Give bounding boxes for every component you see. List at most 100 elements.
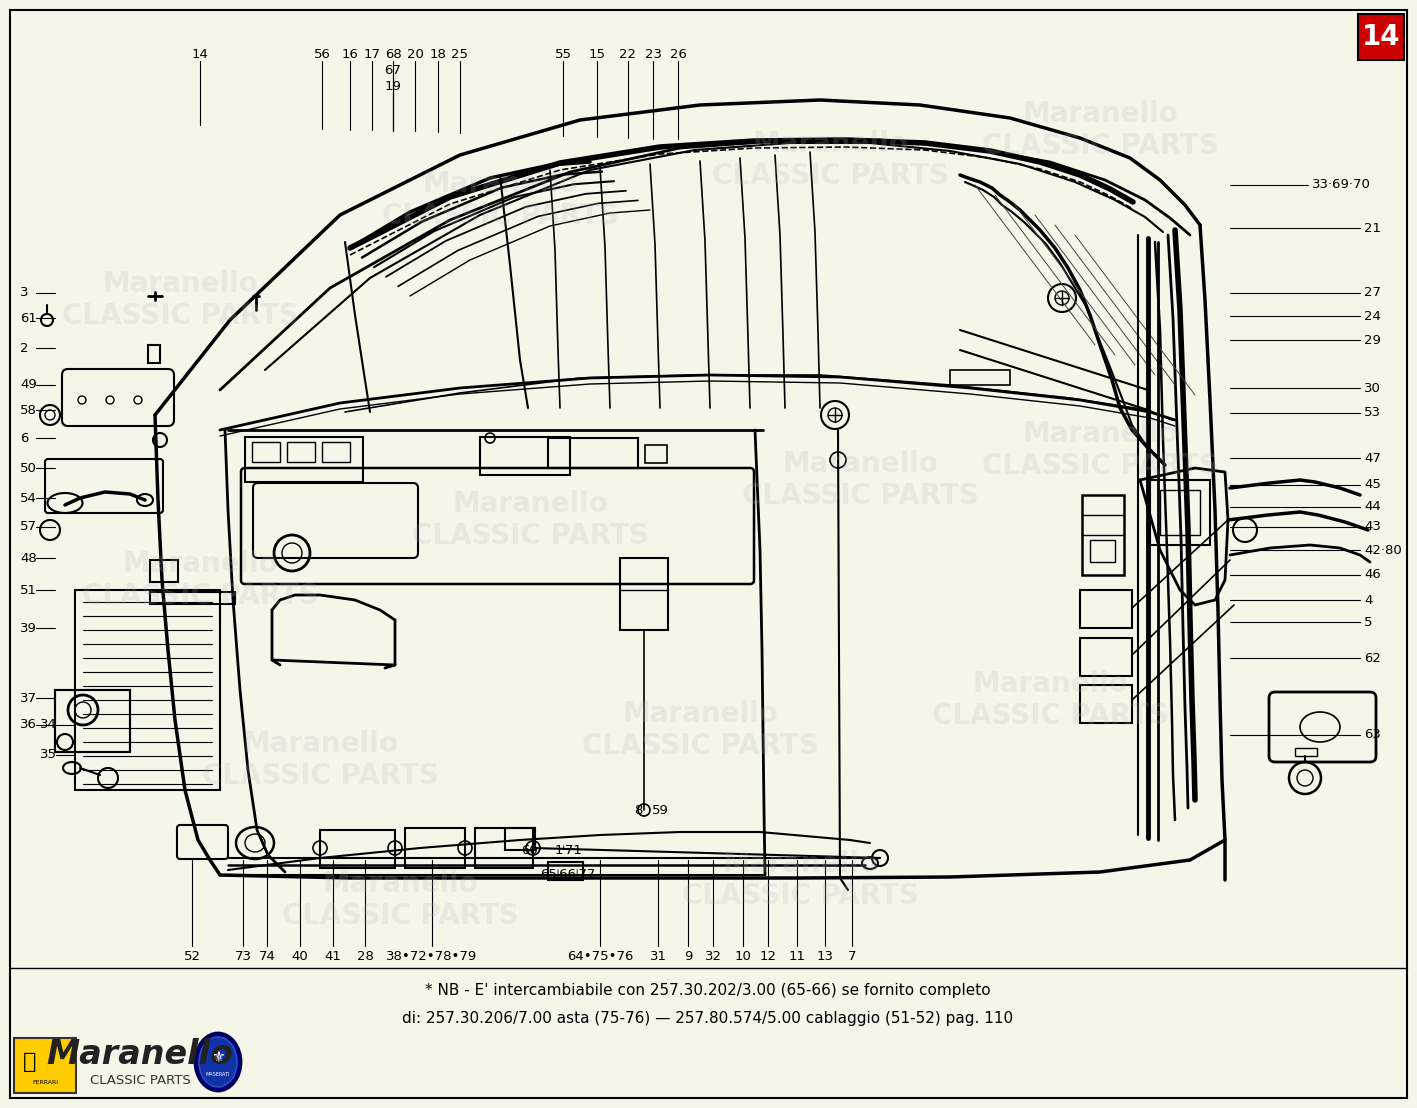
Text: 42·80: 42·80 xyxy=(1365,544,1401,556)
Text: 63: 63 xyxy=(1365,728,1382,741)
Bar xyxy=(1080,638,1132,676)
Text: 3: 3 xyxy=(20,287,28,299)
Bar xyxy=(1080,589,1132,628)
Text: 43: 43 xyxy=(1365,521,1382,533)
Text: MASERATI: MASERATI xyxy=(205,1071,230,1077)
Text: 40: 40 xyxy=(292,950,309,963)
Text: 10: 10 xyxy=(734,950,751,963)
Text: 5: 5 xyxy=(1365,616,1373,628)
Text: Maranello
CLASSIC PARTS: Maranello CLASSIC PARTS xyxy=(201,730,438,790)
Text: 1ⁱ71: 1ⁱ71 xyxy=(554,843,582,856)
Bar xyxy=(55,690,130,752)
Text: 68: 68 xyxy=(384,49,401,62)
Text: 64•75•76: 64•75•76 xyxy=(567,950,633,963)
Text: 18: 18 xyxy=(429,49,446,62)
Text: 45: 45 xyxy=(1365,479,1382,492)
Text: 54: 54 xyxy=(20,492,37,504)
Text: 15: 15 xyxy=(588,49,605,62)
Text: 35: 35 xyxy=(40,749,57,761)
Text: CLASSIC PARTS: CLASSIC PARTS xyxy=(89,1074,190,1087)
Bar xyxy=(1295,748,1316,756)
Bar xyxy=(150,560,179,582)
Text: 28: 28 xyxy=(357,950,374,963)
Text: 13: 13 xyxy=(816,950,833,963)
Text: 27: 27 xyxy=(1365,287,1382,299)
Text: 25: 25 xyxy=(452,49,469,62)
Bar xyxy=(548,862,582,880)
Text: Maranello
CLASSIC PARTS: Maranello CLASSIC PARTS xyxy=(982,420,1219,480)
Bar xyxy=(1357,14,1404,60)
Text: 39: 39 xyxy=(20,622,37,635)
Text: 37: 37 xyxy=(20,691,37,705)
Text: 33·69·70: 33·69·70 xyxy=(1312,178,1370,192)
Text: 8: 8 xyxy=(633,803,642,817)
Text: Maranello
CLASSIC PARTS: Maranello CLASSIC PARTS xyxy=(581,700,819,760)
Text: 60: 60 xyxy=(521,843,538,856)
Text: 17: 17 xyxy=(364,49,381,62)
Text: Maranello
CLASSIC PARTS: Maranello CLASSIC PARTS xyxy=(82,550,319,611)
Bar xyxy=(75,589,220,790)
Text: 51: 51 xyxy=(20,584,37,596)
Text: 20: 20 xyxy=(407,49,424,62)
Bar xyxy=(645,445,667,463)
Text: 12: 12 xyxy=(760,950,777,963)
Text: 38•72•78•79: 38•72•78•79 xyxy=(387,950,478,963)
Bar xyxy=(1090,540,1115,562)
Text: 24: 24 xyxy=(1365,309,1382,322)
Text: 56: 56 xyxy=(313,49,330,62)
Text: 9: 9 xyxy=(684,950,691,963)
Bar xyxy=(245,437,363,482)
Text: 59: 59 xyxy=(652,803,669,817)
Text: di: 257.30.206/7.00 asta (75-76) — 257.80.574/5.00 cablaggio (51-52) pag. 110: di: 257.30.206/7.00 asta (75-76) — 257.8… xyxy=(402,1010,1013,1026)
Bar xyxy=(504,828,536,850)
Text: 74: 74 xyxy=(258,950,275,963)
Bar xyxy=(621,558,667,630)
Text: 🐎: 🐎 xyxy=(23,1051,37,1073)
Text: Maranello
CLASSIC PARTS: Maranello CLASSIC PARTS xyxy=(741,450,978,510)
Text: 26: 26 xyxy=(670,49,686,62)
Text: 14: 14 xyxy=(1362,23,1400,51)
Text: 11: 11 xyxy=(788,950,805,963)
Text: 29: 29 xyxy=(1365,334,1382,347)
Text: 52: 52 xyxy=(183,950,200,963)
Bar xyxy=(1080,685,1132,724)
Text: Maranello
CLASSIC PARTS: Maranello CLASSIC PARTS xyxy=(982,100,1219,161)
Text: Maranello
CLASSIC PARTS: Maranello CLASSIC PARTS xyxy=(381,170,618,230)
Text: 14: 14 xyxy=(191,49,208,62)
Bar xyxy=(405,828,465,868)
Text: 2: 2 xyxy=(20,341,28,355)
Text: ⚜: ⚜ xyxy=(211,1050,225,1066)
Text: 7: 7 xyxy=(847,950,856,963)
Text: 61: 61 xyxy=(20,311,37,325)
Bar xyxy=(480,437,570,475)
Text: 55: 55 xyxy=(554,49,571,62)
Text: 58: 58 xyxy=(20,403,37,417)
Text: 32: 32 xyxy=(704,950,721,963)
Text: 46: 46 xyxy=(1365,568,1380,582)
Text: Maranello
CLASSIC PARTS: Maranello CLASSIC PARTS xyxy=(61,270,299,330)
Text: FERRARI: FERRARI xyxy=(33,1079,58,1085)
Text: Maranello
CLASSIC PARTS: Maranello CLASSIC PARTS xyxy=(411,490,649,551)
Text: Maranello: Maranello xyxy=(47,1038,234,1071)
Text: 34: 34 xyxy=(40,718,57,731)
Text: 62: 62 xyxy=(1365,652,1382,665)
Text: 23: 23 xyxy=(645,49,662,62)
Text: 73: 73 xyxy=(234,950,251,963)
Text: 50: 50 xyxy=(20,462,37,474)
Text: 49: 49 xyxy=(20,379,37,391)
Bar xyxy=(288,442,315,462)
Bar xyxy=(949,370,1010,384)
Text: 16: 16 xyxy=(341,49,359,62)
Text: Maranello
CLASSIC PARTS: Maranello CLASSIC PARTS xyxy=(931,670,1169,730)
Text: Maranello
CLASSIC PARTS: Maranello CLASSIC PARTS xyxy=(282,870,519,931)
Text: 41: 41 xyxy=(324,950,341,963)
Text: 44: 44 xyxy=(1365,501,1380,513)
Text: * NB - E' intercambiabile con 257.30.202/3.00 (65-66) se fornito completo: * NB - E' intercambiabile con 257.30.202… xyxy=(425,983,990,997)
Bar xyxy=(548,438,638,468)
Ellipse shape xyxy=(198,1037,237,1087)
Bar xyxy=(252,442,281,462)
Text: 4: 4 xyxy=(1365,594,1373,606)
Text: Maranello
CLASSIC PARTS: Maranello CLASSIC PARTS xyxy=(682,850,918,910)
Text: 21: 21 xyxy=(1365,222,1382,235)
Text: 57: 57 xyxy=(20,521,37,533)
